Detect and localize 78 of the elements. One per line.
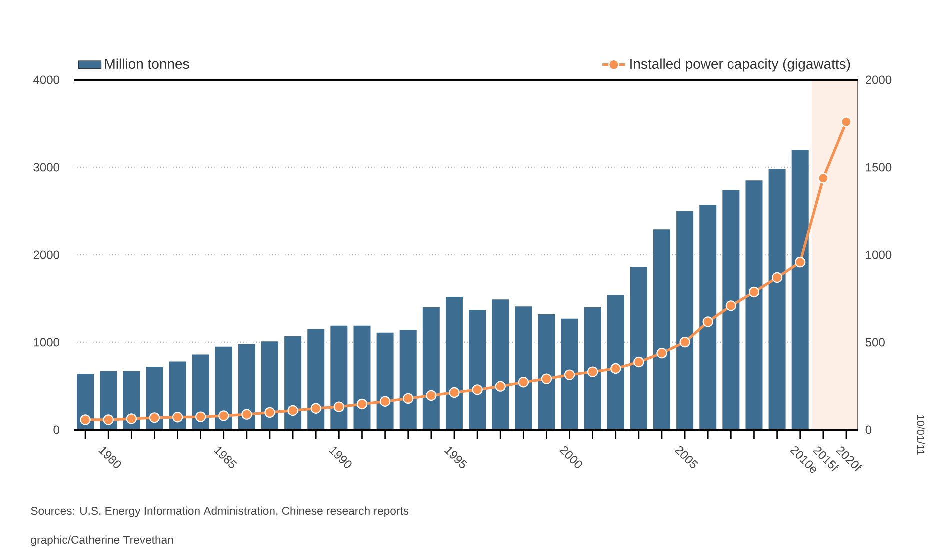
point bbox=[310, 403, 322, 414]
point bbox=[472, 384, 483, 396]
point bbox=[195, 412, 206, 423]
y2-tick-label: 2000 bbox=[866, 76, 892, 84]
y2-tick-label: 500 bbox=[866, 338, 885, 347]
point bbox=[541, 374, 552, 385]
y-tick-label: 4000 bbox=[34, 76, 60, 84]
point bbox=[426, 390, 437, 402]
bar bbox=[192, 354, 210, 430]
point bbox=[103, 414, 114, 426]
point bbox=[634, 357, 644, 368]
bar bbox=[376, 333, 394, 430]
point bbox=[772, 272, 783, 284]
bar bbox=[630, 267, 648, 430]
bar bbox=[354, 326, 371, 430]
point bbox=[126, 414, 137, 424]
point bbox=[264, 407, 276, 418]
point bbox=[380, 396, 391, 408]
text: 10/01/11 bbox=[917, 416, 925, 456]
point bbox=[656, 348, 668, 359]
point bbox=[702, 316, 714, 328]
legend-label: Million tonnes bbox=[105, 58, 190, 70]
bar bbox=[169, 362, 186, 430]
bar bbox=[284, 336, 302, 430]
point bbox=[80, 414, 91, 426]
bar bbox=[330, 326, 348, 430]
bar bbox=[700, 205, 717, 430]
bar bbox=[515, 306, 532, 430]
point bbox=[818, 173, 829, 184]
bar bbox=[607, 295, 624, 430]
y-tick-label: 2000 bbox=[34, 250, 60, 260]
point bbox=[587, 366, 598, 378]
point bbox=[564, 370, 576, 381]
point bbox=[149, 412, 160, 424]
point bbox=[748, 287, 760, 298]
bar bbox=[492, 300, 510, 430]
point bbox=[242, 409, 252, 420]
bar bbox=[722, 190, 740, 430]
point bbox=[841, 116, 852, 128]
bar bbox=[792, 150, 809, 430]
y2-tick-label: 0 bbox=[866, 426, 872, 434]
bar bbox=[146, 367, 164, 430]
y-tick-label: 3000 bbox=[34, 163, 60, 172]
point bbox=[680, 337, 690, 348]
point bbox=[288, 406, 298, 416]
point bbox=[334, 402, 345, 413]
bar bbox=[400, 330, 417, 430]
bar bbox=[768, 169, 786, 430]
point bbox=[495, 381, 506, 392]
point bbox=[449, 388, 460, 398]
bar bbox=[746, 180, 763, 430]
bar bbox=[308, 330, 325, 430]
y-tick-label: 0 bbox=[54, 426, 60, 434]
bar bbox=[676, 211, 694, 430]
bar bbox=[238, 344, 256, 430]
bar bbox=[584, 308, 602, 430]
y2-tick-label: 1500 bbox=[866, 163, 892, 172]
bar bbox=[538, 314, 556, 430]
point bbox=[403, 393, 414, 404]
bar bbox=[422, 308, 440, 430]
point bbox=[795, 257, 806, 268]
bar bbox=[654, 230, 670, 430]
bar bbox=[215, 347, 232, 430]
bar bbox=[561, 319, 578, 430]
point bbox=[218, 410, 230, 422]
bar bbox=[446, 297, 463, 430]
point bbox=[518, 377, 529, 388]
point bbox=[356, 399, 368, 410]
bar bbox=[469, 310, 486, 430]
y2-tick-label: 1000 bbox=[866, 250, 892, 260]
point bbox=[172, 412, 184, 423]
y-tick-label: 1000 bbox=[34, 338, 60, 347]
text: graphic/Catherine Trevethan bbox=[31, 536, 174, 546]
point bbox=[610, 364, 622, 374]
legend-label: Installed power capacity (gigawatts) bbox=[630, 58, 850, 72]
bar bbox=[262, 342, 279, 430]
point bbox=[726, 300, 737, 312]
source-note: Sources: U.S. Energy Information Administration, Chinese research reports bbox=[31, 506, 409, 518]
